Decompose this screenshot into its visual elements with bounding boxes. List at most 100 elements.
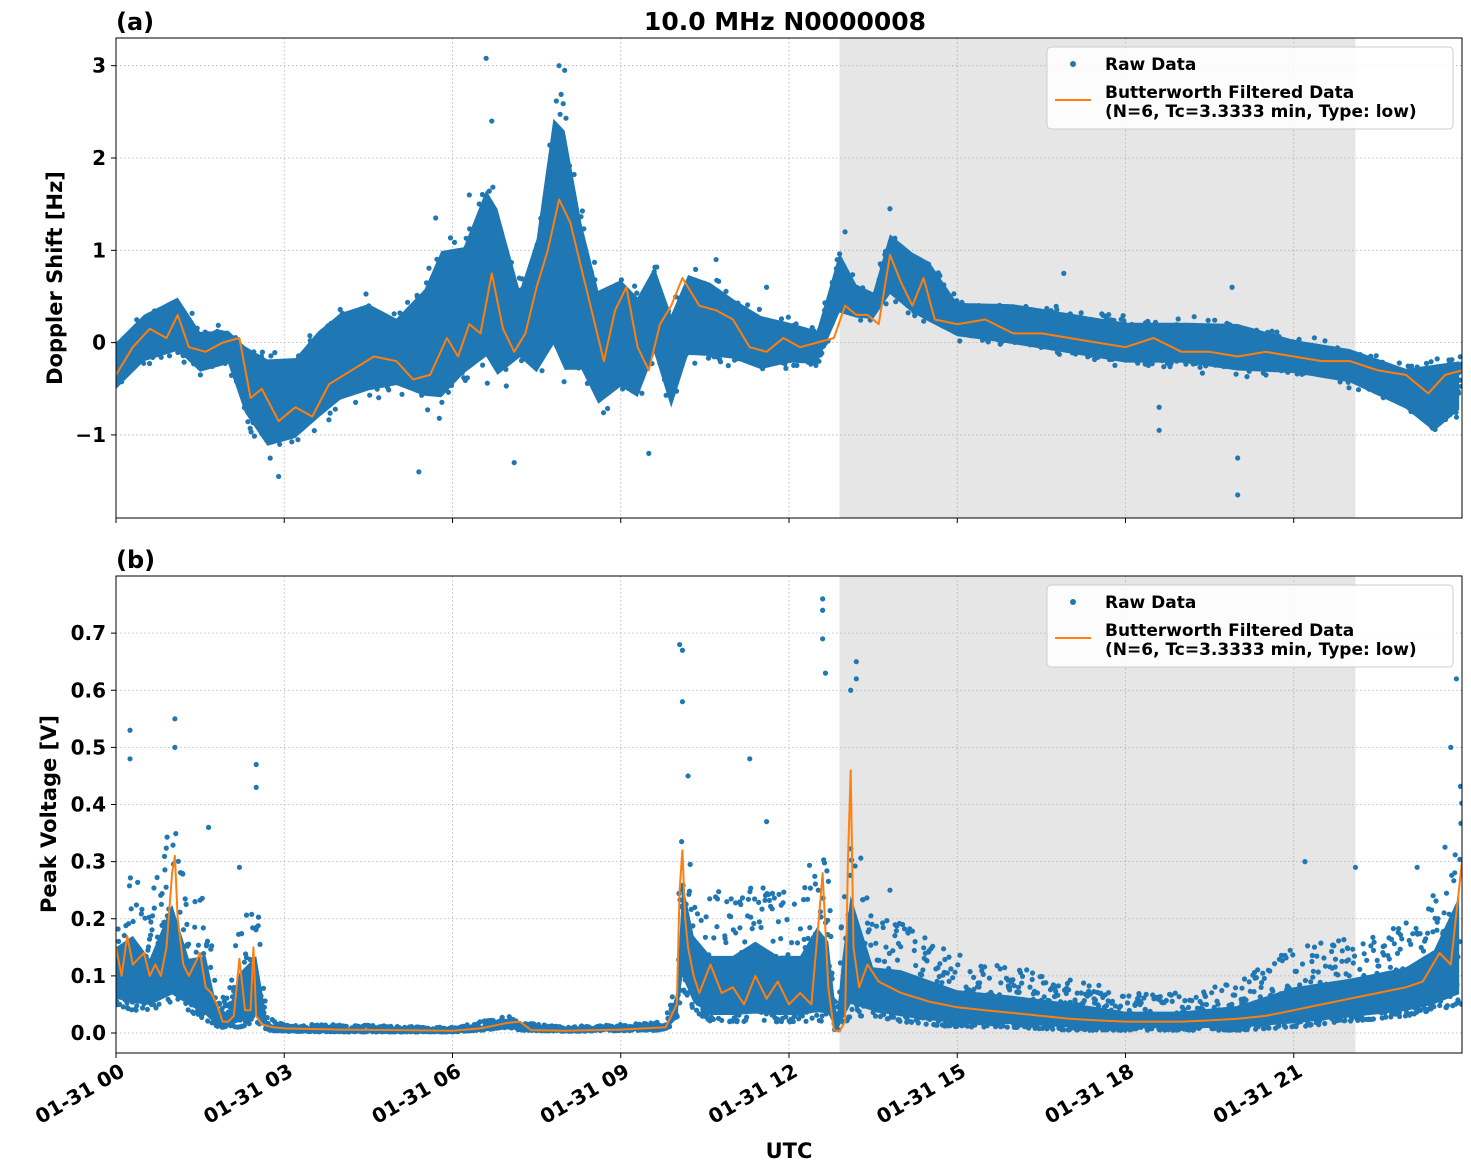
raw-data-point: [127, 875, 133, 881]
raw-data-point: [146, 936, 153, 942]
raw-data-point: [425, 407, 431, 413]
raw-data-point: [399, 391, 405, 397]
raw-data-point: [1251, 989, 1257, 995]
raw-data-point: [967, 969, 973, 975]
raw-data-point: [1212, 984, 1218, 990]
raw-data-point: [1434, 356, 1440, 362]
raw-data-point: [120, 1004, 126, 1010]
raw-data-point: [725, 363, 731, 369]
raw-data-point: [426, 265, 432, 271]
raw-data-point: [1458, 361, 1462, 367]
raw-data-point: [858, 1013, 865, 1019]
raw-data-point: [935, 965, 941, 971]
raw-data-point: [1019, 980, 1025, 986]
raw-data-point: [756, 899, 762, 906]
raw-data-point: [769, 890, 776, 897]
raw-data-point: [1270, 988, 1276, 994]
raw-data-point: [277, 441, 283, 447]
raw-data-point: [126, 883, 133, 889]
raw-data-point: [1182, 998, 1188, 1004]
raw-data-point: [738, 901, 744, 908]
raw-data-point: [716, 889, 722, 895]
raw-data-point: [484, 380, 490, 386]
raw-data-point: [971, 986, 977, 993]
raw-data-point: [639, 390, 645, 396]
raw-data-point: [805, 896, 811, 902]
raw-data-point: [702, 934, 709, 940]
raw-data-point: [807, 885, 814, 891]
raw-data-point: [1272, 961, 1278, 967]
raw-data-point: [1274, 329, 1280, 335]
raw-data-point: [838, 924, 845, 930]
raw-data-point: [199, 895, 205, 901]
raw-data-point: [679, 839, 685, 845]
raw-data-point: [405, 299, 411, 305]
raw-data-point: [560, 101, 566, 107]
raw-data-point: [367, 392, 373, 398]
raw-data-point: [260, 985, 267, 991]
raw-data-point: [1169, 998, 1175, 1005]
raw-data-point: [139, 906, 145, 913]
raw-data-outlier: [483, 55, 489, 61]
raw-data-point: [776, 891, 782, 898]
raw-data-outlier: [276, 473, 282, 480]
raw-data-outlier: [466, 192, 472, 198]
raw-data-point: [955, 962, 961, 968]
raw-data-point: [803, 1018, 809, 1024]
raw-data-point: [794, 362, 800, 368]
raw-data-point: [783, 1014, 789, 1020]
raw-data-point: [192, 899, 198, 905]
raw-data-point: [1007, 987, 1013, 993]
raw-data-point: [391, 311, 397, 317]
raw-data-point: [205, 1018, 211, 1024]
raw-data-point: [121, 932, 127, 939]
raw-data-point: [1176, 994, 1182, 1000]
raw-data-point: [1016, 989, 1022, 995]
raw-data-point: [869, 921, 875, 927]
raw-data-point: [200, 925, 206, 931]
raw-data-point: [241, 959, 247, 965]
raw-data-point: [819, 1013, 825, 1019]
raw-data-point: [894, 957, 901, 963]
raw-data-point: [247, 956, 253, 963]
raw-data-point: [980, 971, 986, 978]
raw-data-point: [154, 874, 160, 881]
raw-data-point: [749, 926, 755, 932]
raw-data-point: [864, 895, 870, 901]
raw-data-point: [864, 920, 871, 926]
raw-data-point: [1259, 980, 1265, 986]
raw-data-point: [447, 235, 454, 241]
panel-a-y-tick-label: 3: [92, 54, 106, 78]
raw-data-point: [1232, 985, 1239, 991]
raw-data-point: [1185, 1004, 1192, 1011]
raw-data-point: [825, 917, 831, 923]
raw-data-point: [1120, 993, 1126, 999]
raw-data-point: [825, 878, 832, 885]
raw-data-point: [439, 399, 445, 405]
raw-data-point: [1293, 1023, 1299, 1030]
raw-data-point: [723, 288, 729, 294]
raw-data-point: [558, 91, 564, 97]
raw-data-point: [687, 861, 693, 868]
raw-data-point: [126, 921, 132, 927]
raw-data-point: [1029, 976, 1035, 983]
raw-data-point: [868, 913, 874, 919]
raw-data-point: [868, 942, 874, 948]
raw-data-point: [1263, 372, 1269, 378]
raw-data-point: [876, 957, 882, 963]
raw-data-point: [890, 948, 896, 954]
raw-data-point: [1253, 975, 1259, 981]
raw-data-point: [752, 896, 758, 902]
raw-data-point: [128, 906, 134, 912]
raw-data-point: [950, 975, 956, 981]
raw-data-point: [714, 896, 721, 902]
raw-data-point: [790, 1018, 796, 1025]
raw-data-point: [880, 920, 886, 926]
raw-data-point: [1219, 987, 1225, 994]
raw-data-point: [326, 417, 332, 423]
raw-data-point: [116, 1001, 123, 1008]
raw-data-point: [1258, 984, 1264, 991]
raw-data-point: [858, 317, 864, 323]
raw-data-point: [724, 899, 730, 905]
